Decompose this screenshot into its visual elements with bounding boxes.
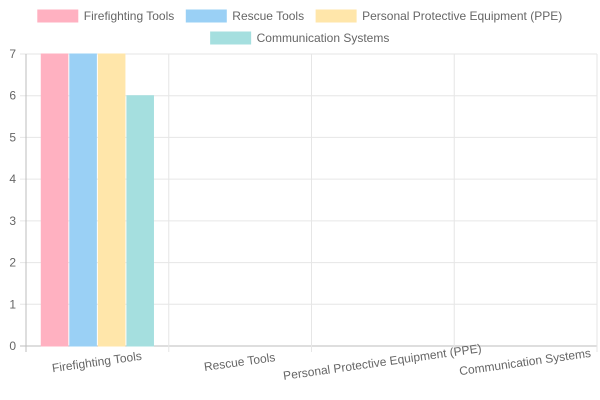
y-tick-label: 4 bbox=[9, 172, 16, 186]
x-tick-label: Rescue Tools bbox=[203, 350, 276, 374]
bar[interactable] bbox=[69, 53, 97, 347]
y-tick-label: 2 bbox=[9, 256, 16, 270]
x-tick-label: Firefighting Tools bbox=[51, 349, 143, 375]
legend-item[interactable]: Personal Protective Equipment (PPE) bbox=[315, 9, 562, 23]
legend-swatch bbox=[315, 9, 357, 23]
legend-item[interactable]: Rescue Tools bbox=[185, 9, 304, 23]
legend-swatch bbox=[37, 9, 79, 23]
legend-item[interactable]: Communication Systems bbox=[210, 31, 390, 45]
bar[interactable] bbox=[97, 53, 126, 347]
bar[interactable] bbox=[126, 95, 154, 347]
y-tick-label: 0 bbox=[9, 339, 16, 353]
y-tick-label: 7 bbox=[9, 47, 16, 61]
y-tick-label: 5 bbox=[9, 130, 16, 144]
y-tick-label: 1 bbox=[9, 297, 16, 311]
legend-label: Communication Systems bbox=[257, 31, 390, 45]
bars bbox=[40, 53, 154, 347]
legend: Firefighting Tools Rescue Tools Personal P… bbox=[37, 9, 562, 45]
legend-item[interactable]: Firefighting Tools bbox=[37, 9, 175, 23]
legend-label: Firefighting Tools bbox=[84, 9, 175, 23]
x-tick-label: Personal Protective Equipment (PPE) bbox=[282, 341, 482, 383]
legend-label: Personal Protective Equipment (PPE) bbox=[362, 9, 562, 23]
y-axis: 0 1 2 3 4 5 6 7 bbox=[9, 47, 16, 353]
bar[interactable] bbox=[40, 53, 69, 347]
legend-swatch bbox=[185, 9, 227, 23]
y-tick-label: 3 bbox=[9, 214, 16, 228]
legend-swatch bbox=[210, 31, 252, 45]
x-axis: Firefighting Tools Rescue Tools Personal P… bbox=[51, 341, 592, 383]
legend-label: Rescue Tools bbox=[232, 9, 304, 23]
y-tick-label: 6 bbox=[9, 89, 16, 103]
